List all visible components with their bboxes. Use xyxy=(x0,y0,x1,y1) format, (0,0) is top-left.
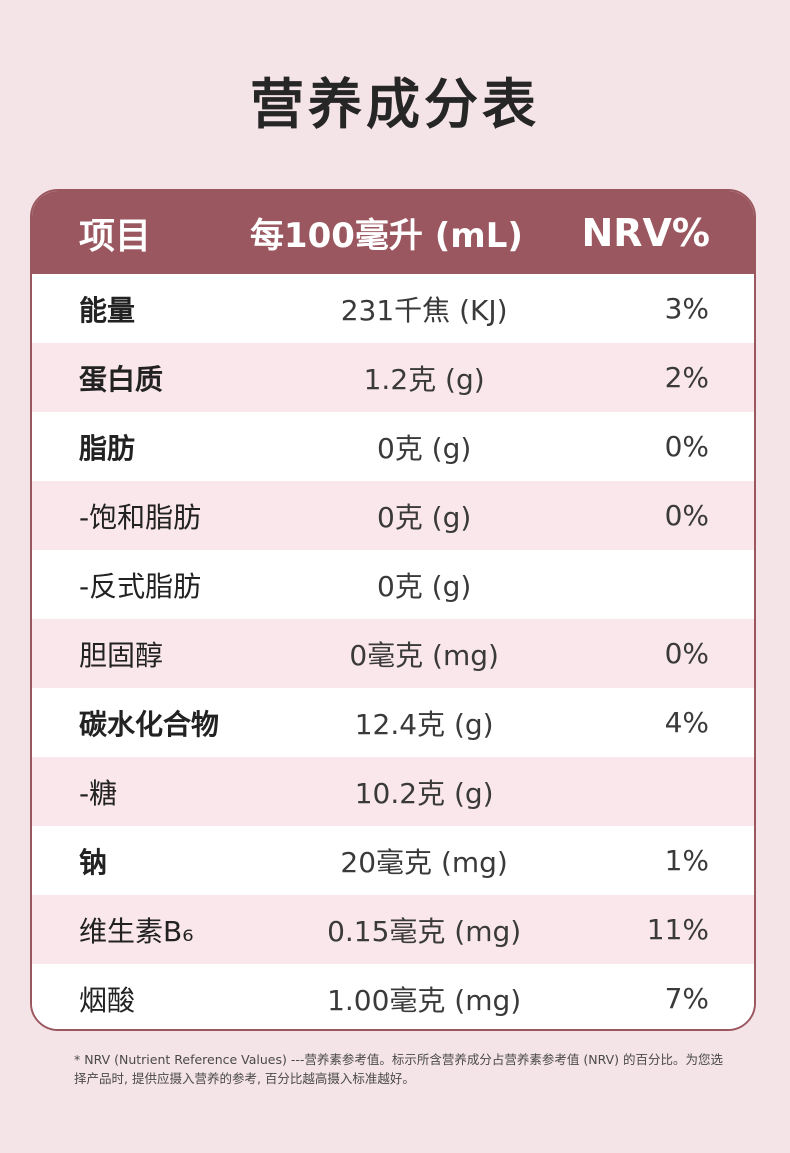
nutrition-table: 项目 每100毫升 (mL) NRV% 能量 231千焦 (KJ) 3% 蛋白质… xyxy=(30,189,756,1031)
row-name: 胆固醇 xyxy=(79,638,164,672)
header-amount: 每100毫升 (mL) xyxy=(249,216,523,256)
row-amount: 1.00毫克 (mg) xyxy=(327,983,522,1017)
row-nrv: 0% xyxy=(664,499,709,532)
table-row: 碳水化合物 12.4克 (g) 4% xyxy=(32,688,754,757)
row-amount: 12.4克 (g) xyxy=(354,707,494,741)
row-amount: 0克 (g) xyxy=(376,500,472,534)
table-body: 能量 231千焦 (KJ) 3% 蛋白质 1.2克 (g) 2% 脂肪 0克 (… xyxy=(32,274,754,1029)
nrv-footnote: * NRV (Nutrient Reference Values) ---营养素… xyxy=(74,1052,723,1086)
table-row: -反式脂肪 0克 (g) xyxy=(32,550,754,619)
row-nrv: 2% xyxy=(664,361,709,394)
row-name: 钠 xyxy=(79,845,108,879)
row-nrv: 0% xyxy=(664,430,709,463)
header-nrv: NRV% xyxy=(581,210,710,255)
row-name: -反式脂肪 xyxy=(79,569,202,603)
row-nrv: 4% xyxy=(664,706,709,739)
row-nrv: 3% xyxy=(664,292,709,325)
row-name: -饱和脂肪 xyxy=(79,500,202,534)
table-row: -饱和脂肪 0克 (g) 0% xyxy=(32,481,754,550)
header-item: 项目 xyxy=(79,215,152,257)
page-title: 营养成分表 xyxy=(250,73,540,136)
table-row: 能量 231千焦 (KJ) 3% xyxy=(32,274,754,343)
row-amount: 1.2克 (g) xyxy=(363,362,485,396)
table-row: 胆固醇 0毫克 (mg) 0% xyxy=(32,619,754,688)
row-amount: 0.15毫克 (mg) xyxy=(327,914,522,948)
row-name: 蛋白质 xyxy=(79,362,164,396)
row-amount: 20毫克 (mg) xyxy=(340,845,508,879)
row-name: 碳水化合物 xyxy=(79,707,220,741)
table-row: 维生素B₆ 0.15毫克 (mg) 11% xyxy=(32,895,754,964)
row-nrv: 7% xyxy=(664,982,709,1015)
row-nrv: 11% xyxy=(646,913,709,946)
table-row: 蛋白质 1.2克 (g) 2% xyxy=(32,343,754,412)
row-name: 烟酸 xyxy=(79,983,136,1017)
row-name: 能量 xyxy=(79,293,136,327)
row-nrv: 0% xyxy=(664,637,709,670)
table-row: 钠 20毫克 (mg) 1% xyxy=(32,826,754,895)
row-amount: 10.2克 (g) xyxy=(354,776,494,810)
table-row: -糖 10.2克 (g) xyxy=(32,757,754,826)
table-header: 项目 每100毫升 (mL) NRV% xyxy=(32,191,754,274)
table-row: 烟酸 1.00毫克 (mg) 7% xyxy=(32,964,754,1029)
row-nrv: 1% xyxy=(664,844,709,877)
row-amount: 0克 (g) xyxy=(376,431,472,465)
row-name: 维生素B₆ xyxy=(79,914,194,948)
row-name: 脂肪 xyxy=(79,431,136,465)
table-row: 脂肪 0克 (g) 0% xyxy=(32,412,754,481)
row-amount: 0毫克 (mg) xyxy=(349,638,499,672)
row-amount: 0克 (g) xyxy=(376,569,472,603)
row-name: -糖 xyxy=(79,776,118,810)
row-amount: 231千焦 (KJ) xyxy=(340,293,508,327)
